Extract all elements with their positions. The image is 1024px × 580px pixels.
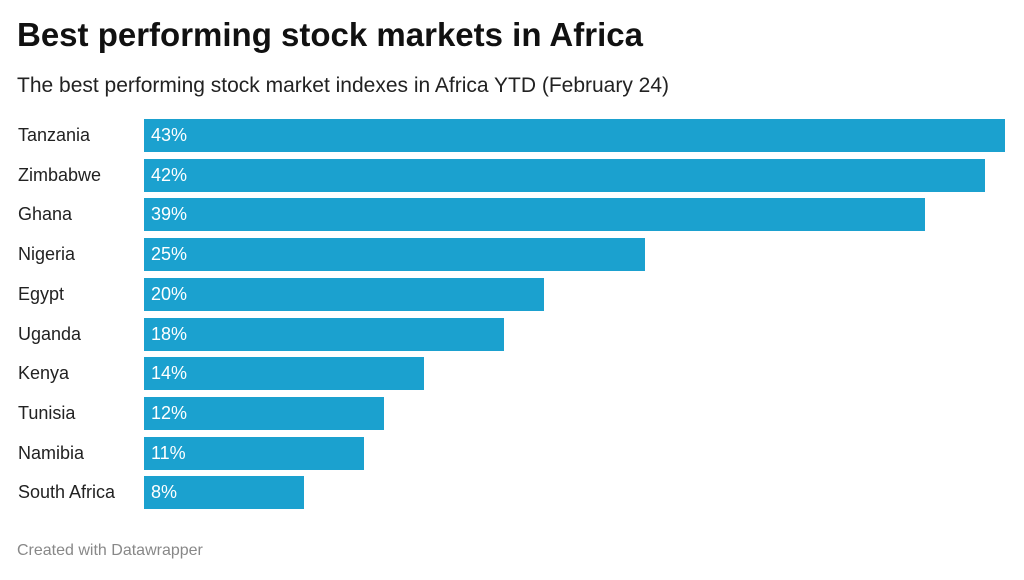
value-label: 39% [151, 204, 188, 225]
value-label: 20% [151, 283, 188, 304]
bar [144, 198, 925, 232]
bar [144, 476, 305, 510]
value-label: 11% [151, 442, 186, 463]
category-label: Nigeria [18, 244, 76, 265]
category-label: Zimbabwe [18, 164, 102, 185]
category-label: South Africa [18, 482, 116, 503]
category-label: Namibia [18, 442, 85, 463]
category-label: Egypt [18, 283, 65, 304]
bar [144, 238, 645, 272]
category-label: Ghana [18, 204, 73, 225]
value-label: 42% [151, 164, 188, 185]
bar [144, 277, 545, 311]
value-label: 14% [151, 363, 188, 384]
value-label: 43% [151, 125, 188, 145]
bar [144, 158, 985, 192]
value-label: 25% [151, 244, 188, 265]
chart-subtitle: The best performing stock market indexes… [17, 74, 670, 97]
bar [144, 317, 505, 351]
category-label: Kenya [18, 363, 70, 384]
value-label: 8% [151, 482, 178, 503]
value-label: 18% [151, 323, 188, 344]
value-label: 12% [151, 402, 188, 423]
bar [144, 357, 425, 391]
footer-credit: Created with Datawrapper [17, 542, 203, 559]
bar [144, 119, 1005, 152]
category-label: Tunisia [18, 402, 76, 423]
bar [144, 396, 385, 430]
category-label: Tanzania [18, 125, 91, 145]
category-label: Uganda [18, 323, 82, 344]
bar [144, 436, 365, 470]
chart-title: Best performing stock markets in Africa [17, 16, 643, 53]
